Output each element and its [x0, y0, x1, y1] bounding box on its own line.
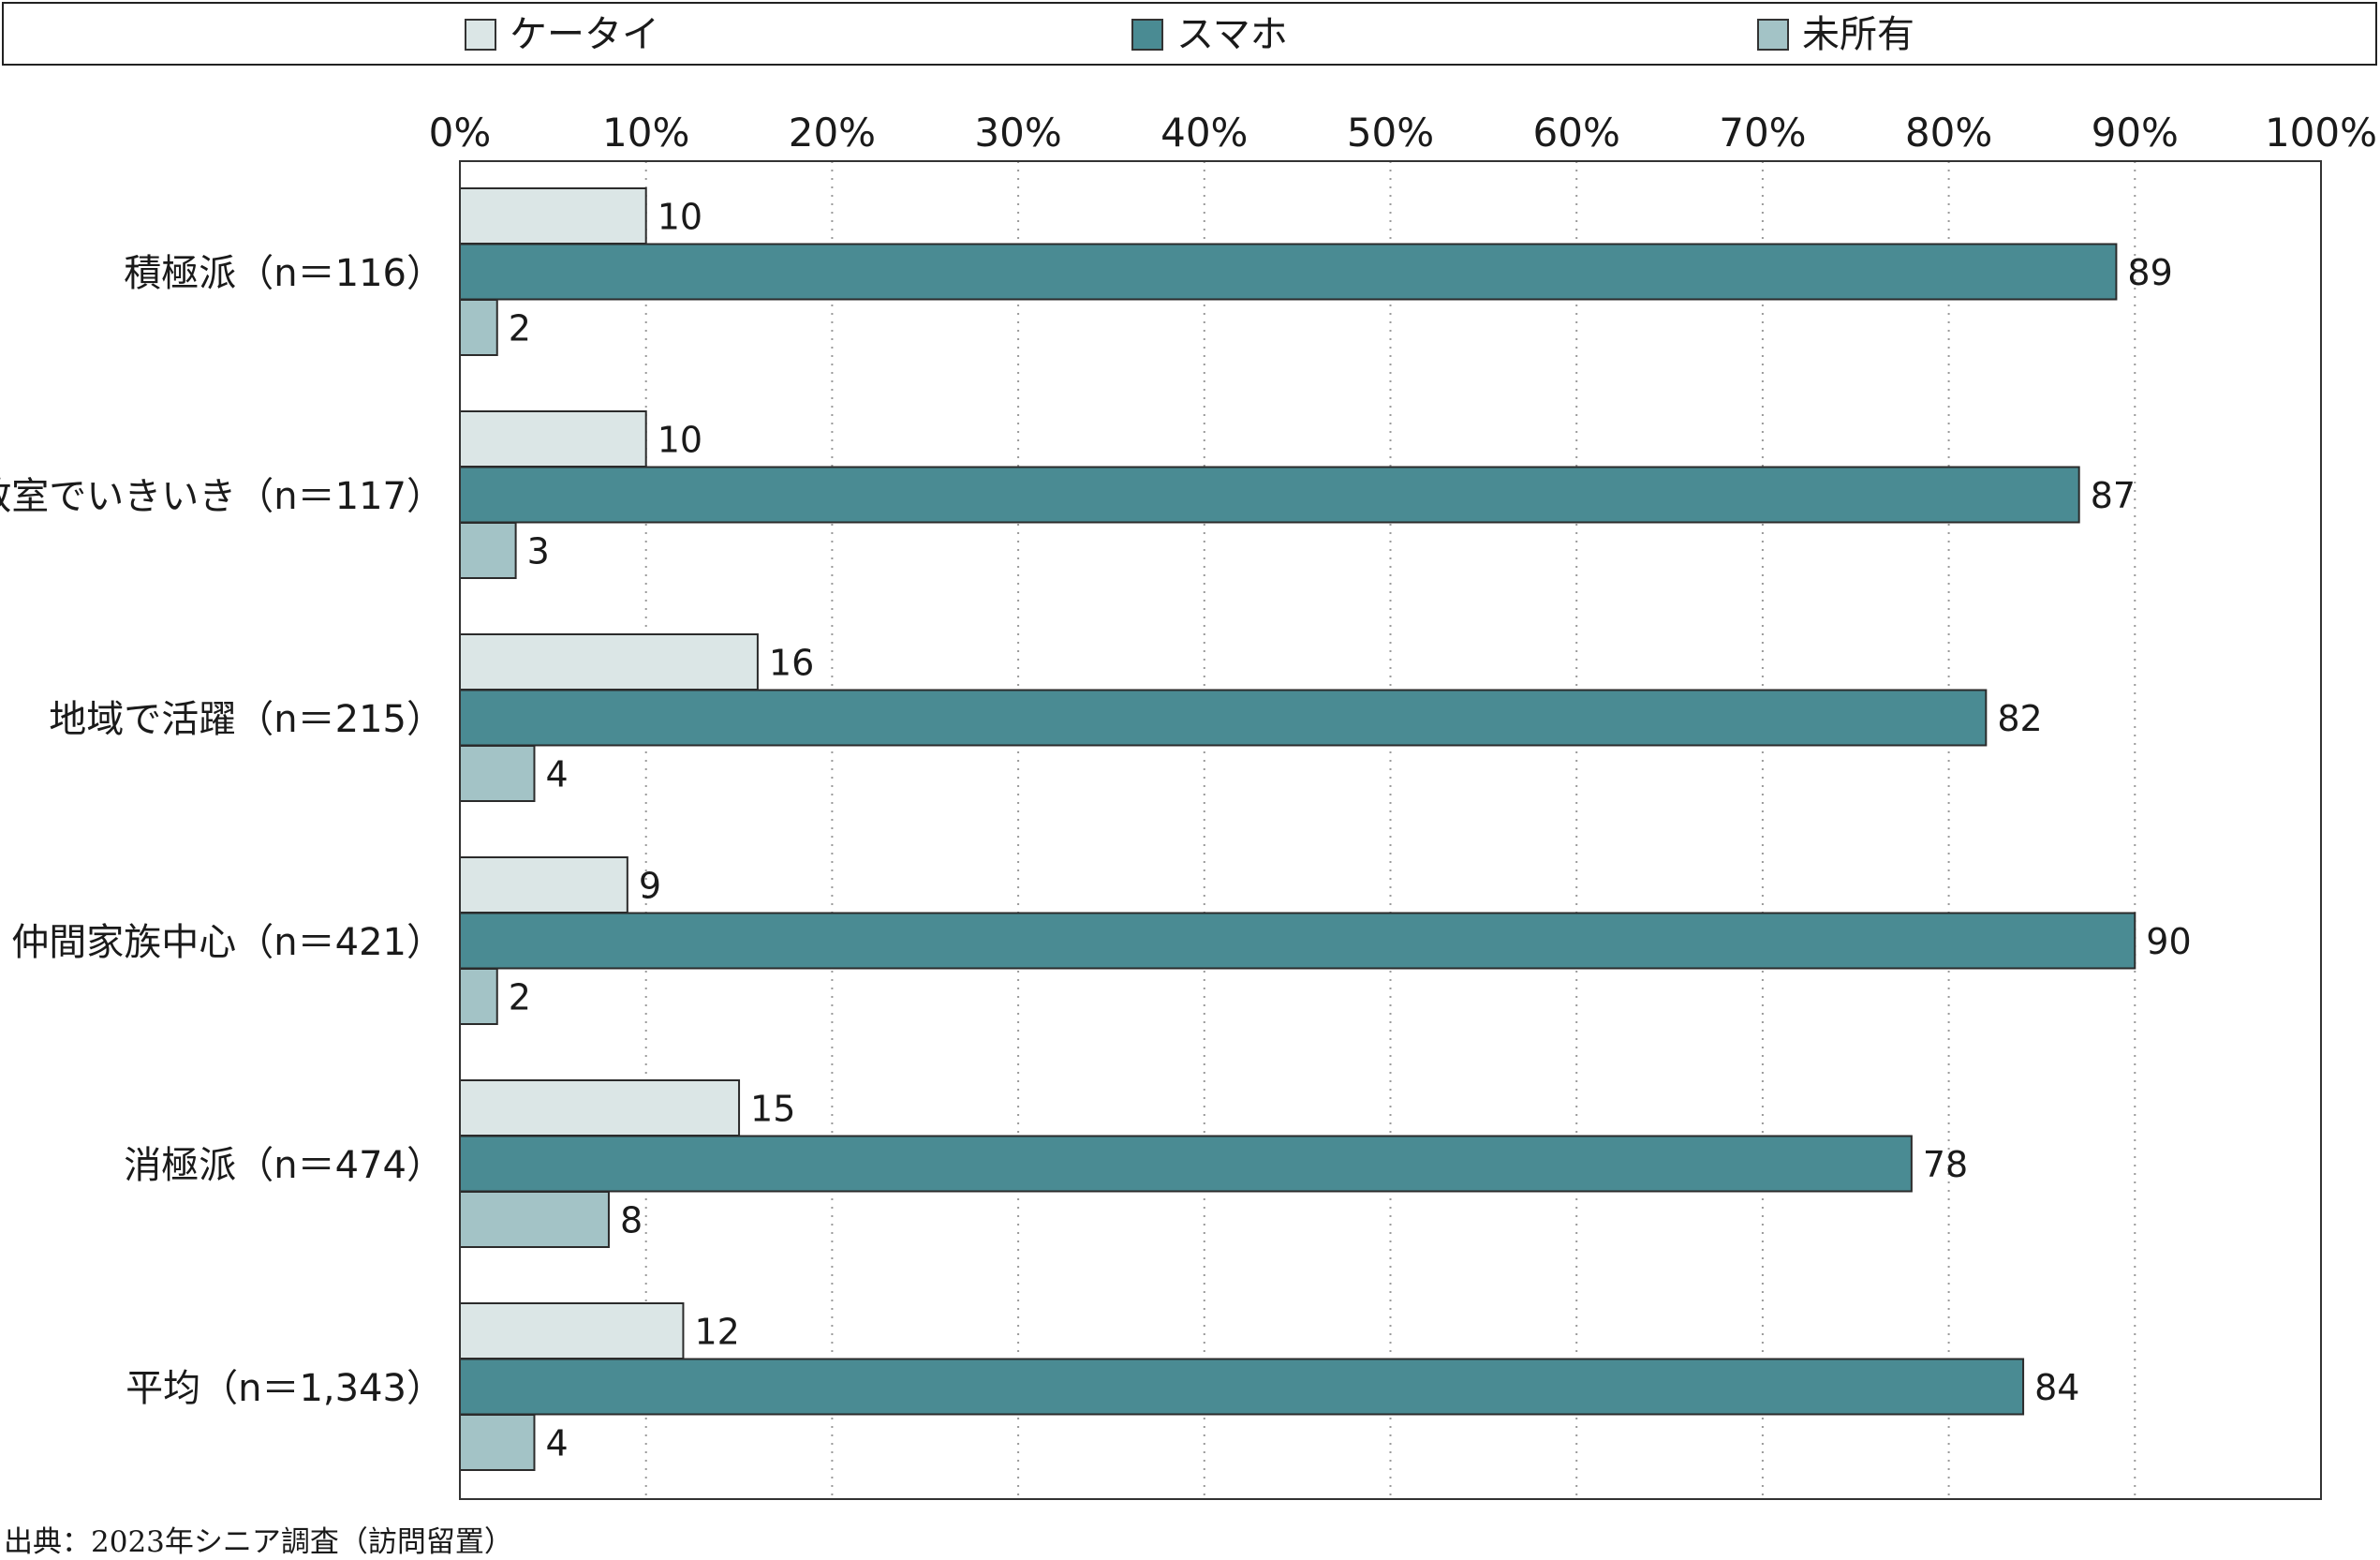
legend-swatch-smartphone — [1131, 19, 1163, 51]
data-label: 10 — [658, 197, 702, 238]
bar — [459, 1414, 536, 1471]
data-label: 87 — [2091, 475, 2136, 516]
x-tick-label: 100% — [2265, 110, 2377, 156]
category-label: 消極派（n＝474） — [124, 1144, 444, 1187]
data-label: 4 — [545, 1423, 568, 1464]
data-label: 3 — [527, 531, 550, 572]
bar — [459, 466, 2080, 524]
legend-label-keitai: ケータイ — [510, 13, 659, 56]
data-label: 12 — [694, 1312, 739, 1353]
category-label: 仲間家族中心（n＝421） — [11, 921, 444, 964]
x-tick-label: 60% — [1533, 110, 1620, 156]
bar — [459, 968, 498, 1025]
data-label: 4 — [545, 754, 568, 795]
plot-frame — [459, 160, 2322, 1500]
data-label: 15 — [750, 1089, 795, 1130]
bar — [459, 1079, 741, 1137]
bar — [459, 187, 647, 245]
x-tick-label: 0% — [429, 110, 492, 156]
category-label: 平均（n＝1,343） — [126, 1367, 444, 1410]
category-label: 積極派（n＝116） — [124, 252, 444, 295]
data-label: 9 — [639, 866, 661, 907]
x-tick-label: 40% — [1160, 110, 1248, 156]
x-tick-label: 90% — [2092, 110, 2179, 156]
legend-swatch-keitai — [465, 19, 496, 51]
bar — [459, 299, 498, 356]
source-note: 出典：2023年シニア調査（訪問留置） — [4, 1525, 513, 1559]
bar — [459, 410, 647, 468]
bar — [459, 912, 2136, 970]
legend-item-keitai: ケータイ — [465, 13, 659, 56]
data-label: 2 — [509, 977, 531, 1018]
bar — [459, 243, 2118, 301]
bar — [459, 689, 1988, 747]
data-label: 8 — [620, 1200, 643, 1241]
x-tick-label: 70% — [1719, 110, 1806, 156]
data-label: 89 — [2127, 252, 2172, 293]
x-tick-label: 50% — [1347, 110, 1434, 156]
category-label: 地域で活躍（n＝215） — [49, 698, 444, 741]
data-label: 10 — [658, 420, 702, 461]
legend-item-smartphone: スマホ — [1131, 13, 1288, 56]
bar — [459, 1302, 685, 1359]
x-tick-label: 10% — [602, 110, 689, 156]
data-label: 2 — [509, 308, 531, 349]
bar — [459, 522, 517, 579]
legend-swatch-none — [1757, 19, 1789, 51]
data-label: 84 — [2034, 1367, 2079, 1408]
x-tick-label: 30% — [974, 110, 1061, 156]
bar — [459, 633, 759, 691]
plot-area — [460, 161, 2321, 1499]
bar — [459, 1358, 2025, 1416]
legend-label-none: 未所有 — [1802, 13, 1914, 56]
legend-label-smartphone: スマホ — [1176, 13, 1288, 56]
legend: ケータイ スマホ 未所有 — [2, 2, 2377, 66]
x-tick-label: 20% — [789, 110, 876, 156]
legend-item-none: 未所有 — [1757, 13, 1914, 56]
bar — [459, 1191, 610, 1248]
category-label: 教室でいきいき（n＝117） — [0, 475, 444, 518]
x-tick-label: 80% — [1905, 110, 1992, 156]
bar — [459, 745, 536, 802]
data-label: 82 — [1997, 698, 2042, 739]
bar — [459, 856, 628, 914]
data-label: 16 — [769, 643, 814, 684]
data-label: 90 — [2146, 921, 2191, 962]
data-label: 78 — [1923, 1144, 1968, 1185]
bar — [459, 1135, 1913, 1193]
